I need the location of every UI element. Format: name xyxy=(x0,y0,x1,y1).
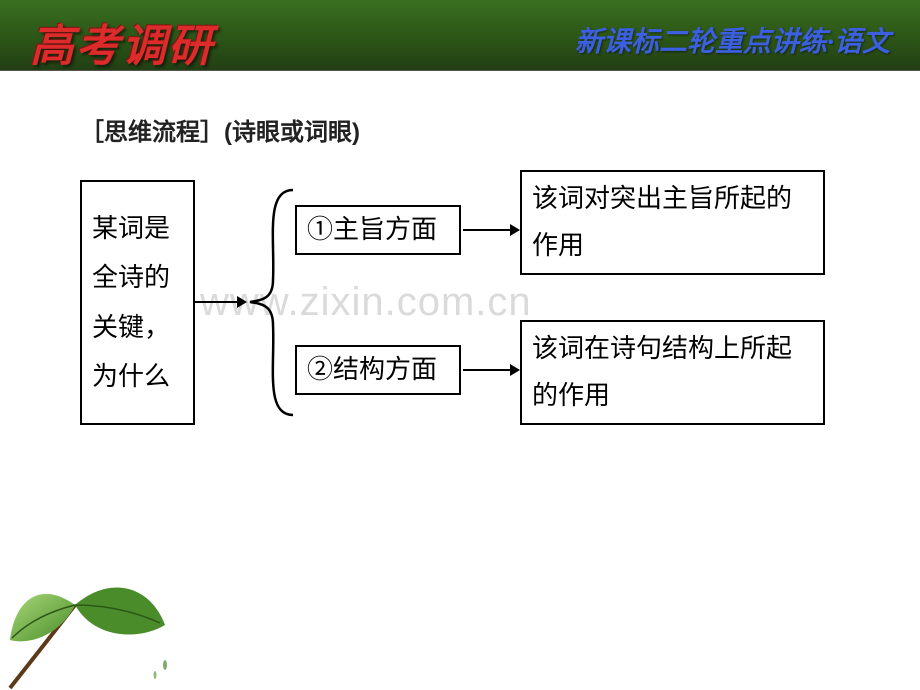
arrow-b-to-d xyxy=(463,360,520,380)
node-structure-text: ②结构方面 xyxy=(307,350,437,390)
node-root: 某词是全诗的关键，为什么 xyxy=(80,180,195,425)
brace-icon xyxy=(245,180,295,425)
header-bar: 高考调研 新课标二轮重点讲练·语文 xyxy=(0,0,920,71)
arrow-root-to-brace xyxy=(195,292,247,312)
node-theme: ①主旨方面 xyxy=(295,205,461,255)
node-structure-effect-text: 该词在诗句结构上所起的作用 xyxy=(532,326,813,420)
node-structure: ②结构方面 xyxy=(295,345,461,395)
arrow-a-to-c xyxy=(463,220,520,240)
section-title: ［思维流程］(诗眼或词眼) xyxy=(80,112,360,147)
flowchart-diagram: 某词是全诗的关键，为什么 ①主旨方面 ②结构方面 该词对突出主旨所起的作用 该词… xyxy=(80,170,850,450)
node-root-text: 某词是全诗的关键，为什么 xyxy=(92,204,183,402)
header-title-right: 新课标二轮重点讲练·语文 xyxy=(575,20,890,60)
node-structure-effect: 该词在诗句结构上所起的作用 xyxy=(520,320,825,425)
leaf-decoration xyxy=(0,550,180,690)
node-theme-text: ①主旨方面 xyxy=(307,210,437,250)
node-theme-effect: 该词对突出主旨所起的作用 xyxy=(520,170,825,275)
header-title-left: 高考调研 xyxy=(30,10,214,74)
node-theme-effect-text: 该词对突出主旨所起的作用 xyxy=(532,176,813,270)
